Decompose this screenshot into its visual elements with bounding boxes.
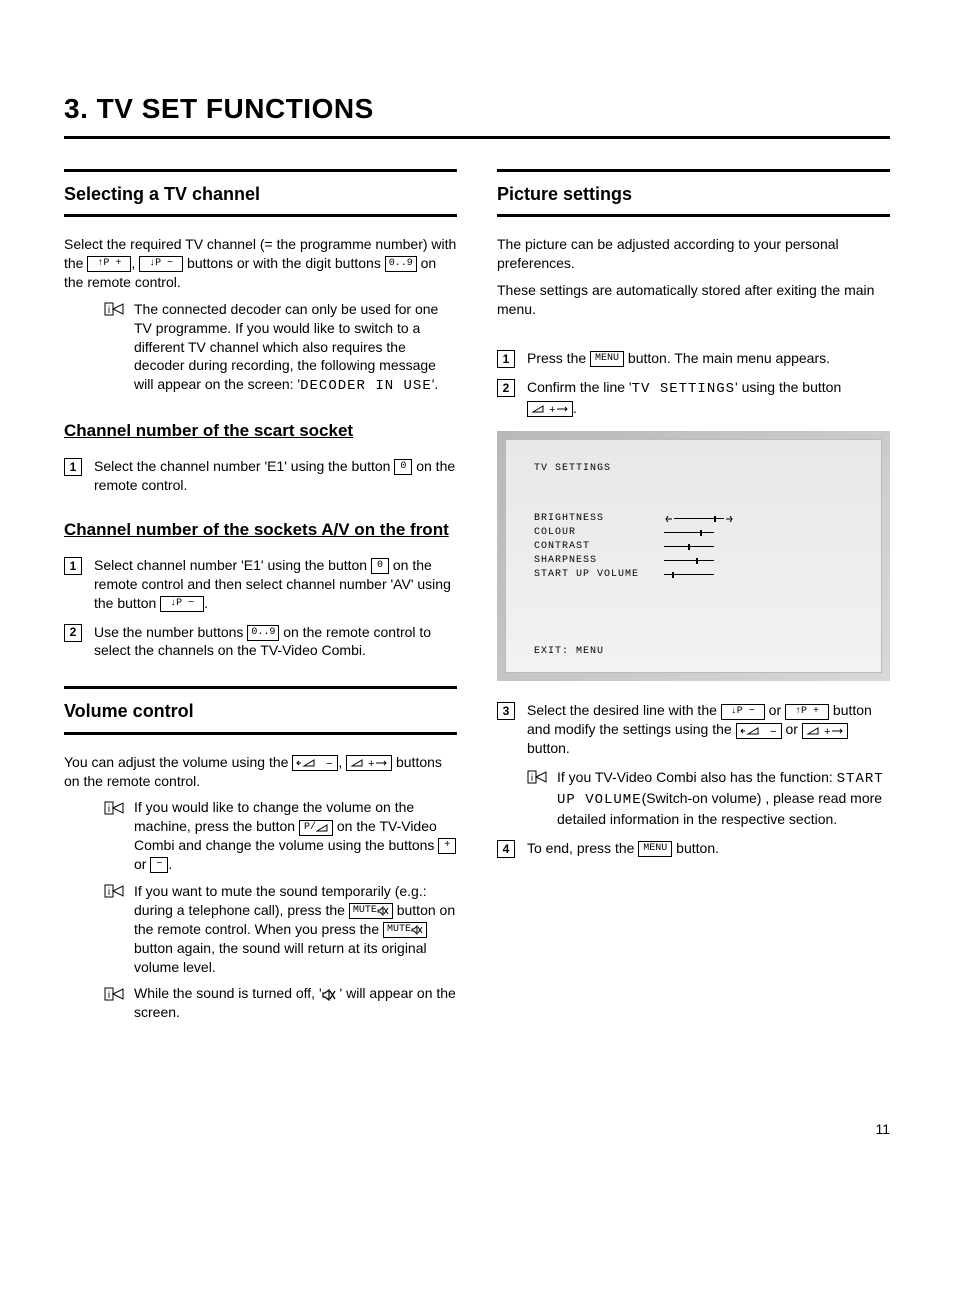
screen-settings-list: BRIGHTNESSCOLOURCONTRASTSHARPNESSSTART U… xyxy=(534,512,853,645)
p-up-button: ↑P + xyxy=(785,704,829,720)
info-icon: i xyxy=(527,768,547,829)
step-number: 4 xyxy=(497,840,515,858)
info-note: i If you want to mute the sound temporar… xyxy=(104,882,457,976)
info-note: i If you would like to change the volume… xyxy=(104,798,457,874)
p-down-button: ↓P − xyxy=(160,596,204,612)
svg-text:i: i xyxy=(531,773,533,784)
section-heading: Picture settings xyxy=(497,182,890,217)
step: 2 Use the number buttons 0..9 on the rem… xyxy=(64,623,457,661)
info-icon: i xyxy=(104,984,124,1022)
vol-right-button: + xyxy=(346,755,392,771)
svg-text:+: + xyxy=(824,727,831,736)
digit-buttons: 0..9 xyxy=(385,256,417,272)
mute-icon xyxy=(322,989,336,1001)
step: 2 Confirm the line 'TV SETTINGS' using t… xyxy=(497,378,890,418)
vol-left-button: − xyxy=(292,755,338,771)
mute-button: MUTE xyxy=(349,903,393,919)
step-number: 1 xyxy=(64,557,82,575)
step: 1 Select the channel number 'E1' using t… xyxy=(64,457,457,495)
paragraph: These settings are automatically stored … xyxy=(497,281,890,319)
svg-text:i: i xyxy=(108,305,110,316)
svg-text:i: i xyxy=(108,887,110,898)
svg-text:−: − xyxy=(326,759,333,768)
section-heading: Volume control xyxy=(64,699,457,734)
screen-setting-row: SHARPNESS xyxy=(534,554,853,568)
step-number: 1 xyxy=(64,458,82,476)
svg-text:i: i xyxy=(108,804,110,815)
screen-setting-row: COLOUR xyxy=(534,526,853,540)
screen-title: TV SETTINGS xyxy=(534,462,853,476)
menu-button: MENU xyxy=(638,841,672,857)
svg-text:+: + xyxy=(549,405,556,414)
info-note: i While the sound is turned off, ' ' wil… xyxy=(104,984,457,1022)
menu-button: MENU xyxy=(590,351,624,367)
info-icon: i xyxy=(104,882,124,976)
p-down-button: ↓P − xyxy=(139,256,183,272)
svg-text:+: + xyxy=(368,759,375,768)
zero-button: 0 xyxy=(371,558,389,574)
page-title: 3. TV SET FUNCTIONS xyxy=(64,90,890,139)
info-note: i If you TV-Video Combi also has the fun… xyxy=(527,768,890,829)
plus-button: + xyxy=(438,838,456,854)
paragraph: Select the required TV channel (= the pr… xyxy=(64,235,457,292)
step: 3 Select the desired line with the ↓P − … xyxy=(497,701,890,758)
step: 1 Select channel number 'E1' using the b… xyxy=(64,556,457,613)
section-heading: Selecting a TV channel xyxy=(64,182,457,217)
step-number: 3 xyxy=(497,702,515,720)
step-number: 2 xyxy=(64,624,82,642)
step-number: 2 xyxy=(497,379,515,397)
p-vol-button: P/ xyxy=(299,820,333,836)
svg-text:−: − xyxy=(770,727,777,736)
p-up-button: ↑P + xyxy=(87,256,131,272)
zero-button: 0 xyxy=(394,459,412,475)
tv-screen-mockup: TV SETTINGS BRIGHTNESSCOLOURCONTRASTSHAR… xyxy=(497,431,890,681)
screen-setting-row: CONTRAST xyxy=(534,540,853,554)
info-icon: i xyxy=(104,300,124,396)
svg-text:i: i xyxy=(108,990,110,1001)
screen-setting-row: BRIGHTNESS xyxy=(534,512,853,526)
screen-footer: EXIT: MENU xyxy=(534,645,853,659)
right-column: Picture settings The picture can be adju… xyxy=(497,169,890,1030)
vol-right-button: + xyxy=(802,723,848,739)
subsection-heading: Channel number of the scart socket xyxy=(64,420,457,443)
paragraph: The picture can be adjusted according to… xyxy=(497,235,890,273)
two-column-layout: Selecting a TV channel Select the requir… xyxy=(64,169,890,1030)
mute-button: MUTE xyxy=(383,922,427,938)
left-column: Selecting a TV channel Select the requir… xyxy=(64,169,457,1030)
subsection-heading: Channel number of the sockets A/V on the… xyxy=(64,519,457,542)
info-note: i The connected decoder can only be used… xyxy=(104,300,457,396)
minus-button: − xyxy=(150,857,168,873)
step: 4 To end, press the MENU button. xyxy=(497,839,890,858)
p-down-button: ↓P − xyxy=(721,704,765,720)
screen-setting-row: START UP VOLUME xyxy=(534,568,853,582)
step: 1 Press the MENU button. The main menu a… xyxy=(497,349,890,368)
right-arrow-button: + xyxy=(527,401,573,417)
step-number: 1 xyxy=(497,350,515,368)
info-icon: i xyxy=(104,798,124,874)
vol-left-button: − xyxy=(736,723,782,739)
paragraph: You can adjust the volume using the −, +… xyxy=(64,753,457,791)
digit-buttons: 0..9 xyxy=(247,625,279,641)
page-number: 11 xyxy=(64,1120,890,1139)
